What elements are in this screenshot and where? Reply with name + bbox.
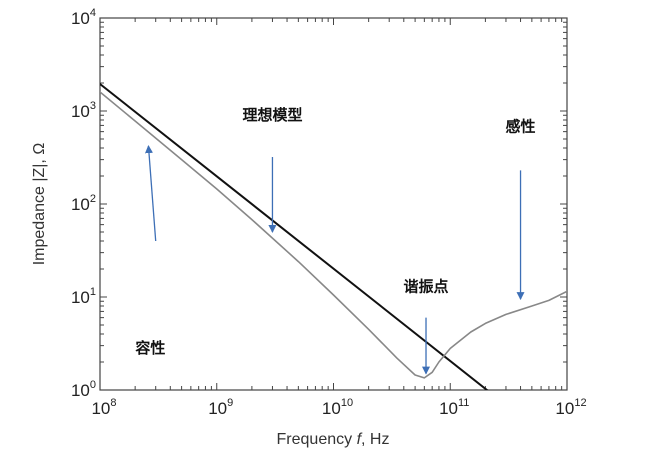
y-tick-label: 104 — [71, 7, 96, 28]
series-line-measured — [100, 91, 567, 379]
annotation-label: 感性 — [506, 118, 536, 136]
svg-text:Frequency f, Hz: Frequency f, Hz — [277, 431, 390, 448]
x-tick-label: 1011 — [439, 397, 469, 418]
plot-frame — [99, 17, 568, 391]
annotation-label: 容性 — [134, 339, 165, 357]
annotation-label: 谐振点 — [404, 277, 449, 295]
x-axis-title-prefix: Frequency — [277, 431, 357, 448]
x-tick-label: 109 — [208, 397, 233, 418]
y-tick-label: 103 — [71, 100, 96, 121]
plot-area — [100, 83, 567, 390]
x-axis-title-suffix: , Hz — [361, 431, 389, 448]
y-axis-title: Impedance |Z|, Ω — [31, 143, 48, 266]
y-tick-label: 102 — [71, 193, 96, 214]
y-tick-label: 100 — [71, 379, 96, 400]
tick-marks — [99, 17, 568, 391]
y-tick-label: 101 — [71, 286, 96, 307]
x-tick-label: 1010 — [322, 397, 353, 418]
x-axis-title-var: f — [357, 431, 363, 448]
annotation-arrow — [144, 145, 157, 242]
x-tick-label: 1012 — [555, 397, 586, 418]
annotation-label: 理想模型 — [242, 106, 302, 124]
x-axis-title: Frequency f, Hz — [277, 431, 390, 448]
series-line-ideal-model — [100, 83, 489, 390]
x-tick-label: 108 — [91, 397, 116, 418]
